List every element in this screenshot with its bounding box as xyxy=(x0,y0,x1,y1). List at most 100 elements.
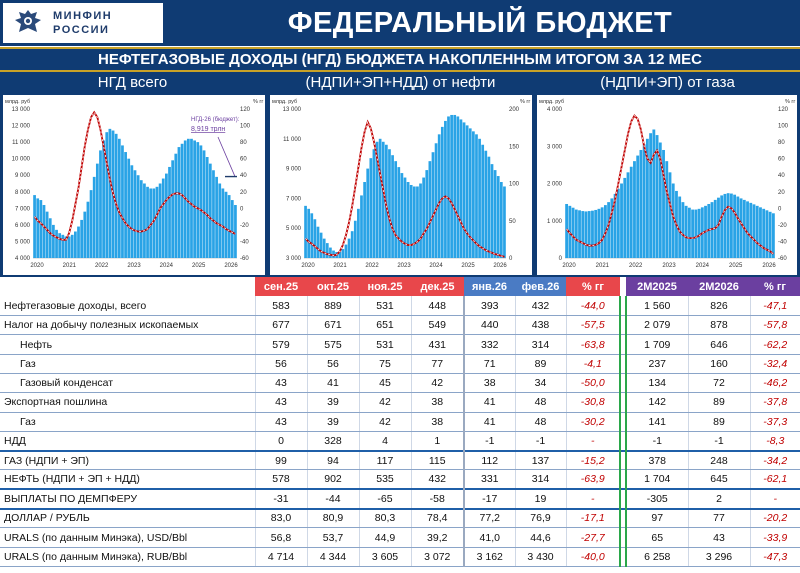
bar xyxy=(341,249,345,258)
y-left-tick-label: 7 000 xyxy=(15,206,31,212)
y-right-tick-label: 80 xyxy=(778,140,785,146)
bar xyxy=(58,233,62,258)
y-right-tick-label: 100 xyxy=(778,124,789,130)
bar xyxy=(33,195,36,258)
bar xyxy=(503,186,506,258)
value-cell: 535 xyxy=(358,469,411,490)
ytd-cell: 646 xyxy=(687,334,750,355)
table-row: URALS (по данным Минэка), USD/Bbl 56,8 53,… xyxy=(0,527,800,548)
value-cell: 432 xyxy=(410,469,464,490)
bar xyxy=(447,116,450,258)
value-cell: 889 xyxy=(306,296,359,317)
value-cell: 56,8 xyxy=(254,527,307,548)
y-left-tick-label: 5 000 xyxy=(15,239,31,245)
bar xyxy=(645,138,649,258)
chart-oil: млрд. руб % гг 13 000 11 000 9 000 7 000 5 000… xyxy=(272,99,530,269)
ytd-cell: 65 xyxy=(625,527,688,548)
value-cell: 578 xyxy=(254,469,307,490)
eagle-emblem-icon xyxy=(15,10,41,32)
header-ytd: 2М2026 xyxy=(688,277,750,297)
value-cell: 38 xyxy=(410,412,464,432)
pct-cell: - xyxy=(565,488,621,510)
header-ytd-pct: % гг xyxy=(750,277,800,297)
y-right-tick-label: 0 xyxy=(778,206,782,212)
value-cell: 53,7 xyxy=(306,527,359,548)
bar xyxy=(406,182,410,258)
pct-cell: -50,0 xyxy=(565,373,621,394)
y-left-tick-label: 4 000 xyxy=(547,107,563,113)
bar xyxy=(108,128,112,258)
ytd-pct-cell: -8,3 xyxy=(749,431,800,452)
bar xyxy=(409,184,413,258)
header-month-new: янв.26 xyxy=(464,277,515,297)
bar xyxy=(64,236,68,258)
y-left-tick-label: 7 000 xyxy=(286,196,302,202)
bar xyxy=(655,135,659,258)
value-cell: 39,2 xyxy=(410,527,464,548)
bar xyxy=(36,198,40,258)
chart-title-gas: (НДПИ+ЭП) от газа xyxy=(600,74,735,91)
value-cell: 4 344 xyxy=(306,547,359,567)
x-tick-label: 2021 xyxy=(596,263,610,269)
value-cell: 41 xyxy=(463,392,515,413)
bar xyxy=(403,177,407,258)
bar xyxy=(99,150,102,258)
bar xyxy=(591,210,594,258)
ytd-pct-cell: -62,1 xyxy=(749,469,800,490)
y-left-tick-label: 8 000 xyxy=(15,190,31,196)
bar xyxy=(493,170,497,258)
x-tick-label: 2020 xyxy=(30,263,44,269)
bar xyxy=(639,149,643,258)
value-cell: 3 605 xyxy=(358,547,411,567)
chart-gas-panel: млрд. руб % гг 4 000 3 000 2 000 1 000 0 120 100… xyxy=(537,95,797,275)
bar xyxy=(481,144,485,258)
bar xyxy=(130,165,134,258)
bar xyxy=(626,172,630,258)
bar xyxy=(581,211,585,258)
y-left-tick-label: 9 000 xyxy=(15,173,31,179)
ytd-pct-cell: -33,9 xyxy=(749,527,800,548)
x-tick-label: 2026 xyxy=(762,263,776,269)
pct-line-dash xyxy=(305,120,505,258)
bar xyxy=(304,205,307,258)
bar xyxy=(636,155,640,258)
ytd-cell: 2 xyxy=(687,488,750,510)
y-right-tick-label: 60 xyxy=(778,157,785,163)
y-right-tick-label: 120 xyxy=(240,107,251,113)
table-row: ДОЛЛАР / РУБЛЬ 83,0 80,9 80,3 78,4 77,2 76,9 -1… xyxy=(0,507,800,529)
value-cell: 328 xyxy=(306,431,359,452)
value-cell: 3 162 xyxy=(463,547,515,567)
bar xyxy=(86,201,90,258)
bar xyxy=(665,161,669,258)
value-cell: 440 xyxy=(463,315,515,336)
pct-cell: -63,8 xyxy=(565,334,621,355)
bar xyxy=(139,180,143,258)
bar xyxy=(462,122,466,258)
axis-unit-right: % гг xyxy=(520,99,530,105)
value-cell: 56 xyxy=(306,354,359,374)
bar xyxy=(52,224,55,258)
bar xyxy=(117,138,121,258)
value-cell: 44,9 xyxy=(358,527,411,548)
bar xyxy=(218,183,222,258)
revenue-table: сен.25 окт.25 ноя.25 дек.25 янв.26 фев.2… xyxy=(0,277,800,567)
ytd-cell: 77 xyxy=(687,507,750,529)
ytd-pct-cell: -57,8 xyxy=(749,315,800,336)
bar xyxy=(613,193,617,258)
bar xyxy=(186,138,190,258)
bar xyxy=(431,152,435,258)
bar xyxy=(332,250,335,258)
ytd-cell: 237 xyxy=(625,354,688,374)
table-row: ГАЗ (НДПИ + ЭП) 99 94 117 115 112 137 -15,2 378 2… xyxy=(0,449,800,471)
bar xyxy=(366,168,370,258)
bar xyxy=(177,147,181,258)
y-right-tick-label: 40 xyxy=(778,173,785,179)
ytd-pct-cell: -37,8 xyxy=(749,392,800,413)
gap-cell xyxy=(620,354,626,374)
value-cell: 115 xyxy=(410,449,464,471)
bar xyxy=(363,182,366,258)
value-cell: 48 xyxy=(514,392,566,413)
ytd-cell: 89 xyxy=(687,412,750,432)
bar xyxy=(422,177,425,258)
bar xyxy=(124,152,127,258)
